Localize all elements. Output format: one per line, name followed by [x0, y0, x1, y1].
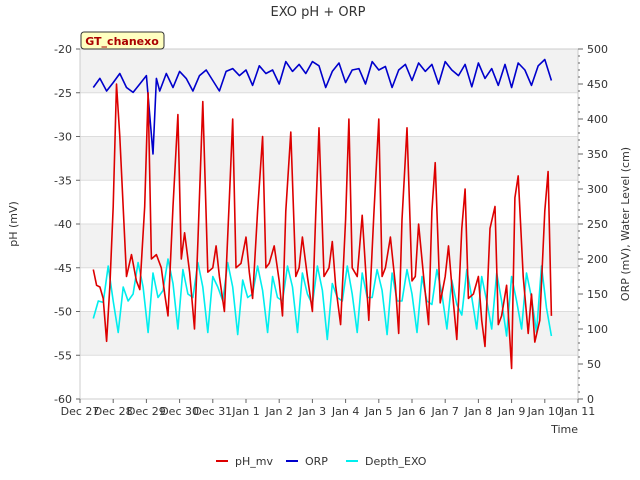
right-tick-label: 200 [587, 253, 608, 266]
left-tick-label: -40 [54, 218, 72, 231]
right-tick-label: 100 [587, 323, 608, 336]
left-tick-label: -60 [54, 393, 72, 406]
background-band [80, 355, 578, 399]
x-tick-label: Jan 9 [497, 405, 525, 418]
legend-item: ORP [286, 455, 328, 468]
background-band [80, 136, 578, 181]
x-tick-label: Dec 28 [94, 405, 133, 418]
legend-label: Depth_EXO [365, 455, 427, 468]
x-tick-label: Jan 2 [264, 405, 292, 418]
left-tick-label: -50 [54, 306, 72, 319]
background-band [80, 224, 578, 268]
station-label-text: GT_chanexo [85, 35, 159, 48]
right-tick-label: 50 [587, 358, 601, 371]
left-tick-label: -45 [54, 262, 72, 275]
series-line-orp [92, 58, 553, 155]
left-tick-label: -25 [54, 87, 72, 100]
y-axis-left-label: pH (mV) [7, 201, 20, 247]
legend-label: pH_mv [235, 455, 273, 468]
x-tick-label: Jan 5 [364, 405, 392, 418]
background-band [80, 180, 578, 224]
x-tick-label: Jan 7 [430, 405, 458, 418]
station-label: GT_chanexo [80, 31, 165, 50]
x-tick-label: Jan 3 [298, 405, 326, 418]
left-tick-label: -55 [54, 349, 72, 362]
x-tick-label: Dec 27 [61, 405, 100, 418]
right-tick-label: 450 [587, 78, 608, 91]
x-tick-label: Jan 1 [231, 405, 259, 418]
left-axis-ticks: -60 -55 -50 -45 -40 -35 -30 -25 -20 [54, 43, 80, 406]
y-axis-right-label: ORP (mV), Water Level (cm) [619, 147, 632, 301]
legend-item: Depth_EXO [346, 455, 427, 468]
legend: pH_mv ORP Depth_EXO [216, 455, 427, 468]
x-tick-label: Dec 30 [160, 405, 199, 418]
x-tick-label: Jan 11 [560, 405, 595, 418]
x-axis-label: Time [550, 423, 578, 436]
chart-title: EXO pH + ORP [271, 5, 366, 20]
series-line-ph-mv [92, 83, 553, 370]
right-tick-label: 350 [587, 148, 608, 161]
x-tick-label: Jan 4 [331, 405, 359, 418]
right-axis-ticks: 0 50 100 150 200 250 300 350 400 450 500 [578, 43, 608, 406]
right-tick-label: 500 [587, 43, 608, 56]
x-tick-label: Jan 8 [464, 405, 492, 418]
right-tick-label: 400 [587, 113, 608, 126]
background-band [80, 49, 578, 93]
left-tick-label: -35 [54, 174, 72, 187]
left-tick-label: -30 [54, 131, 72, 144]
series-layer [92, 58, 553, 370]
left-tick-label: -20 [54, 43, 72, 56]
x-tick-label: Jan 10 [527, 405, 562, 418]
legend-label: ORP [305, 455, 328, 468]
x-tick-label: Dec 31 [193, 405, 232, 418]
right-tick-label: 300 [587, 183, 608, 196]
background-band [80, 92, 578, 137]
legend-item: pH_mv [216, 455, 273, 468]
x-tick-label: Jan 6 [397, 405, 425, 418]
x-tick-label: Dec 29 [127, 405, 166, 418]
right-tick-label: 0 [587, 393, 594, 406]
right-tick-label: 150 [587, 288, 608, 301]
right-tick-label: 250 [587, 218, 608, 231]
